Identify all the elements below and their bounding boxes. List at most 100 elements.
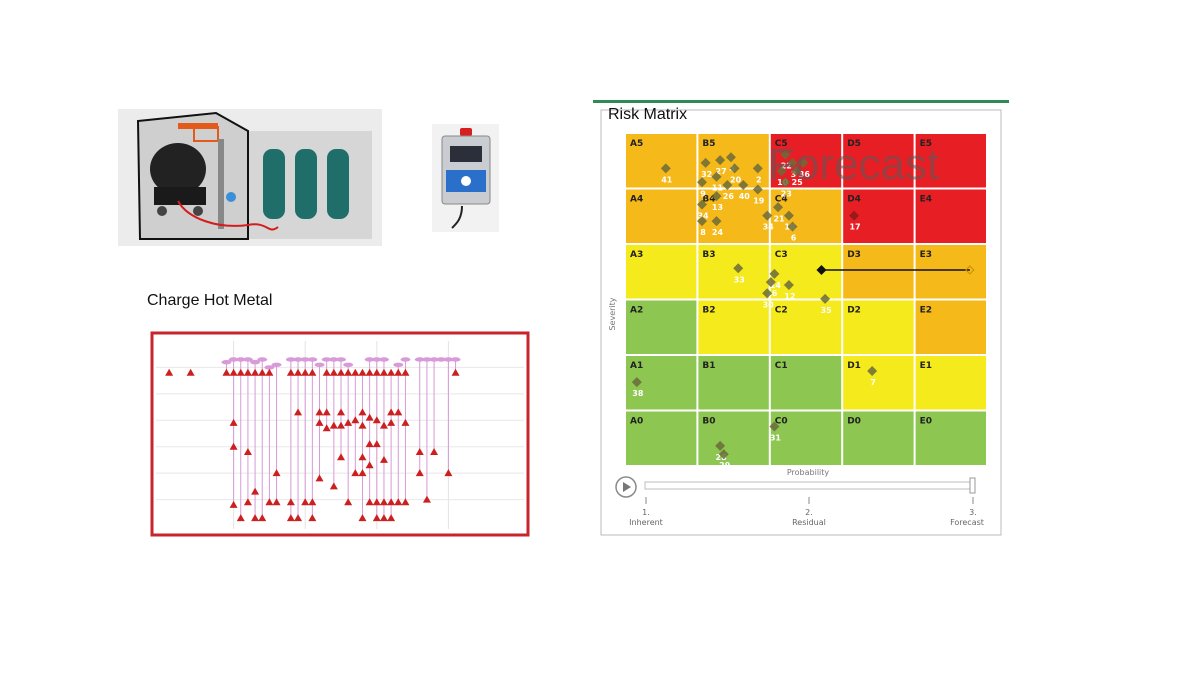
- risk-marker-25[interactable]: [791, 166, 802, 177]
- matrix-cell-E5[interactable]: [915, 134, 986, 188]
- matrix-cell-E1[interactable]: [915, 356, 986, 410]
- risk-marker-12[interactable]: [783, 279, 794, 290]
- event-marker: [337, 421, 345, 429]
- risk-label: 7: [870, 378, 876, 387]
- event-marker: [387, 514, 396, 522]
- risk-marker-9[interactable]: [697, 177, 708, 188]
- matrix-cell-B4[interactable]: [698, 189, 769, 244]
- risk-marker-3[interactable]: [787, 157, 798, 168]
- risk-marker-7[interactable]: [867, 365, 878, 376]
- risk-marker-41[interactable]: [660, 163, 671, 174]
- risk-marker-24[interactable]: [711, 216, 722, 227]
- risk-marker-21[interactable]: [773, 202, 784, 213]
- event-marker: [236, 514, 245, 522]
- risk-marker-19[interactable]: [752, 184, 763, 195]
- cell-label: C0: [775, 417, 788, 427]
- matrix-cell-A0[interactable]: [626, 411, 697, 466]
- matrix-cell-C4[interactable]: [770, 189, 842, 244]
- matrix-cell-A4[interactable]: [626, 189, 697, 244]
- risk-label: 26: [723, 192, 735, 201]
- event-marker: [286, 368, 295, 376]
- matrix-cell-A3[interactable]: [626, 245, 697, 299]
- event-marker: [415, 448, 424, 455]
- cell-label: E1: [920, 361, 932, 371]
- event-marker: [294, 408, 303, 416]
- play-axis[interactable]: 1.Inherent 2.Residual 3.Forecast: [615, 476, 984, 527]
- risk-marker-35[interactable]: [820, 293, 831, 304]
- risk-marker-18[interactable]: [783, 210, 794, 221]
- risk-marker-10[interactable]: [776, 166, 787, 177]
- risk-marker-22[interactable]: [780, 149, 791, 160]
- risk-marker-32[interactable]: [700, 157, 711, 168]
- risk-marker-17[interactable]: [849, 210, 860, 221]
- risk-marker-23[interactable]: [780, 177, 791, 188]
- event-marker: [422, 495, 431, 503]
- arrow-start-diamond[interactable]: [816, 264, 827, 275]
- matrix-cell-D2[interactable]: [843, 300, 914, 355]
- risk-label: 22: [781, 162, 792, 171]
- matrix-cell-C3[interactable]: [770, 245, 842, 299]
- risk-marker-20[interactable]: [729, 163, 740, 174]
- risk-marker-30[interactable]: [762, 288, 773, 299]
- risk-marker-34[interactable]: [697, 199, 708, 210]
- matrix-cell-C1[interactable]: [770, 356, 842, 410]
- slider-handle[interactable]: [969, 477, 976, 494]
- risk-label: 34: [697, 211, 709, 220]
- risk-marker-2[interactable]: [752, 163, 763, 174]
- risk-marker-14[interactable]: [769, 268, 780, 279]
- event-marker: [372, 514, 381, 522]
- matrix-cell-D0[interactable]: [843, 411, 914, 466]
- risk-marker-36[interactable]: [798, 157, 809, 168]
- event-marker: [430, 448, 439, 455]
- cell-label: A1: [630, 361, 643, 371]
- slider-tick-label-residual[interactable]: Residual: [792, 518, 826, 527]
- risk-marker-8[interactable]: [697, 216, 708, 227]
- matrix-cell-A5[interactable]: [626, 134, 697, 188]
- matrix-cell-B5[interactable]: [698, 134, 769, 188]
- risk-matrix-svg: A5 B5 C5 D5 E5 A4 B4 C4 D4 E4 A3 B3 C3 D3 E3 A2 B2 C2 D2 E2…: [593, 100, 1009, 536]
- risk-marker-13[interactable]: [711, 191, 722, 202]
- matrix-cell-B2[interactable]: [698, 300, 769, 355]
- matrix-cell-B3[interactable]: [698, 245, 769, 299]
- slider-tick-label-inherent[interactable]: Inherent: [629, 518, 663, 527]
- risk-marker-33[interactable]: [733, 263, 744, 274]
- matrix-cell-B0[interactable]: [698, 411, 769, 466]
- event-marker: [251, 368, 260, 376]
- risk-marker-16[interactable]: [765, 277, 776, 288]
- matrix-cell-D1[interactable]: [843, 356, 914, 410]
- event-marker: [329, 482, 338, 490]
- event-marker: [329, 421, 338, 429]
- charge-chart-svg: [150, 331, 530, 537]
- risk-marker-40[interactable]: [738, 180, 749, 191]
- risk-marker-27[interactable]: [715, 155, 726, 166]
- slider-track[interactable]: [644, 481, 974, 490]
- matrix-cell-C0[interactable]: [770, 411, 842, 466]
- lane-cap: [321, 357, 332, 362]
- risk-marker-6[interactable]: [787, 221, 798, 232]
- risk-marker-31[interactable]: [769, 421, 780, 432]
- risk-marker-29[interactable]: [718, 449, 729, 460]
- matrix-cell-E4[interactable]: [915, 189, 986, 244]
- risk-matrix-panel[interactable]: A5 B5 C5 D5 E5 A4 B4 C4 D4 E4 A3 B3 C3 D3 E3 A2 B2 C2 D2 E2…: [593, 100, 1009, 540]
- matrix-cell-E0[interactable]: [915, 411, 986, 466]
- matrix-cell-D5[interactable]: [843, 134, 914, 188]
- risk-marker-26[interactable]: [722, 180, 733, 191]
- matrix-cell-A2[interactable]: [626, 300, 697, 355]
- matrix-cell-E2[interactable]: [915, 300, 986, 355]
- event-marker: [258, 368, 267, 376]
- slider-tick-label-forecast[interactable]: Forecast: [950, 518, 984, 527]
- risk-label: 21: [773, 214, 785, 223]
- risk-marker-34[interactable]: [762, 210, 773, 221]
- risk-marker-38[interactable]: [631, 377, 642, 388]
- risk-marker-11[interactable]: [711, 171, 722, 182]
- event-marker: [358, 368, 367, 376]
- risk-marker-28[interactable]: [715, 440, 726, 451]
- matrix-cell-D3[interactable]: [843, 245, 914, 299]
- matrix-cell-E3[interactable]: [915, 245, 986, 299]
- matrix-cell-C2[interactable]: [770, 300, 842, 355]
- risk-marker-4[interactable]: [725, 152, 736, 163]
- event-marker: [372, 498, 381, 506]
- matrix-cell-B1[interactable]: [698, 356, 769, 410]
- risk-label: 41: [661, 175, 673, 184]
- risk-label: 12: [784, 292, 795, 301]
